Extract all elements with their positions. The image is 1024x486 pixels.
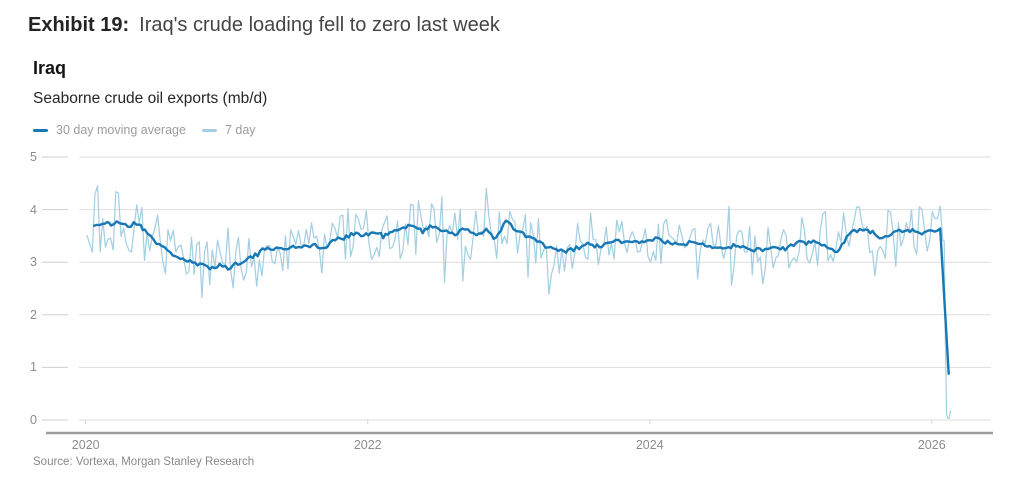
legend-item-30day-ma: 30 day moving average [33, 123, 186, 137]
x-axis-label-2020: 2020 [71, 438, 100, 452]
source-note: Source: Vortexa, Morgan Stanley Research [33, 456, 255, 468]
y-axis-label-1: 1 [30, 360, 37, 375]
y-axis-label-0: 0 [30, 413, 37, 427]
exhibit-heading: Exhibit 19: Iraq's crude loading fell to … [28, 13, 500, 37]
legend-dash-icon [201, 128, 217, 132]
legend-label: 7 day [224, 123, 256, 137]
y-axis-label-5: 5 [30, 150, 37, 164]
exhibit-title-text: Iraq's crude loading fell to zero last w… [139, 14, 500, 36]
y-axis-label-4: 4 [30, 202, 37, 217]
exhibit-number-label: Exhibit 19: [28, 14, 130, 36]
chart-legend: 30 day moving average 7 day [33, 123, 256, 137]
x-axis-label-2024: 2024 [635, 438, 664, 452]
y-axis-label-2: 2 [30, 307, 37, 322]
chart-subtitle: Seaborne crude oil exports (mb/d) [33, 90, 268, 107]
x-axis-label-2022: 2022 [353, 438, 382, 452]
legend-item-7day: 7 day [201, 123, 256, 137]
series-30day-ma-line [93, 219, 950, 375]
legend-label: 30 day moving average [56, 123, 186, 137]
chart-title: Iraq [33, 58, 67, 78]
series-7day-line [86, 185, 952, 420]
legend-dash-icon [33, 128, 48, 132]
x-axis-label-2026: 2026 [917, 438, 946, 452]
y-axis-label-3: 3 [30, 255, 37, 270]
